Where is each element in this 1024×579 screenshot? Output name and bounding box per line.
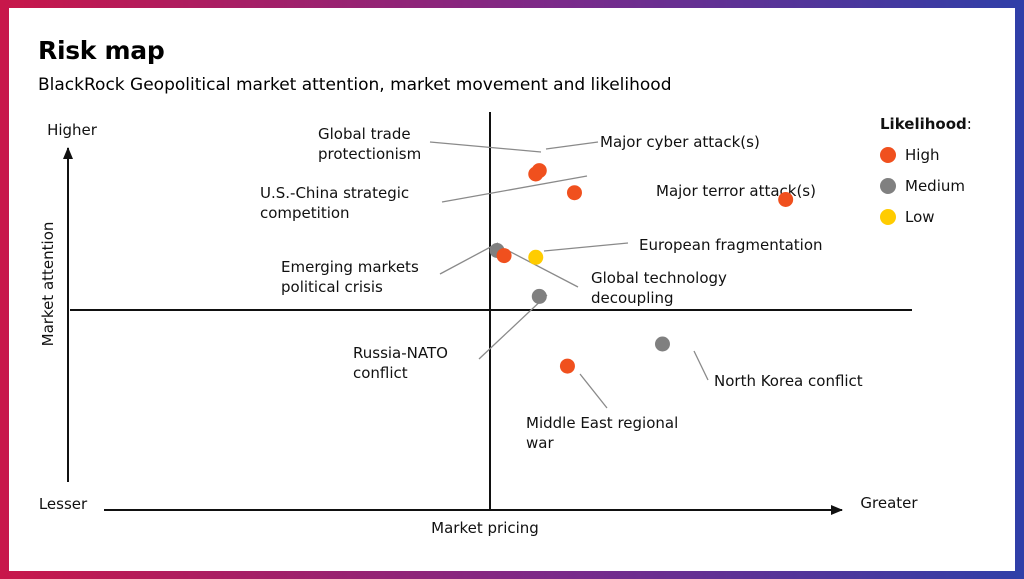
data-point-high xyxy=(531,163,547,179)
point-label: war xyxy=(526,434,554,452)
legend: Likelihood: High Medium Low xyxy=(880,115,972,226)
leader-lines xyxy=(429,141,709,409)
leader-line xyxy=(543,242,629,252)
x-axis-title: Market pricing xyxy=(431,519,539,537)
data-point-medium xyxy=(531,288,547,304)
point-label: European fragmentation xyxy=(639,236,823,254)
y-axis-title: Market attention xyxy=(39,222,57,347)
leader-line xyxy=(579,373,608,409)
chart-card xyxy=(9,8,1015,571)
y-axis-high-label: Higher xyxy=(47,121,98,139)
data-points xyxy=(489,163,794,374)
leader-line xyxy=(429,141,542,153)
legend-entry-label: Low xyxy=(905,208,935,226)
point-label: Global technology xyxy=(591,269,727,287)
chart-title: Risk map xyxy=(38,36,165,65)
point-label: U.S.-China strategic xyxy=(260,184,409,202)
point-label: Major terror attack(s) xyxy=(656,182,816,200)
leader-line xyxy=(441,175,588,203)
point-label: competition xyxy=(260,204,350,222)
point-label: decoupling xyxy=(591,289,674,307)
leader-line xyxy=(545,141,599,150)
axes: Higher Lesser Greater Market pricing Market … xyxy=(39,112,918,537)
leader-line xyxy=(693,350,709,381)
point-label: Major cyber attack(s) xyxy=(600,133,760,151)
data-point-low xyxy=(528,249,544,265)
data-point-high xyxy=(566,185,582,201)
x-axis-low-label: Lesser xyxy=(39,495,88,513)
legend-title: Likelihood: xyxy=(880,115,972,133)
point-label: Global trade xyxy=(318,125,411,143)
point-label: conflict xyxy=(353,364,408,382)
point-label: Russia-NATO xyxy=(353,344,448,362)
point-labels: Global trade protectionism Major cyber att… xyxy=(260,125,863,452)
data-point-high xyxy=(559,358,575,374)
leader-line xyxy=(504,248,579,288)
legend-entry-label: High xyxy=(905,146,939,164)
point-label: Middle East regional xyxy=(526,414,678,432)
legend-entry-label: Medium xyxy=(905,177,965,195)
legend-swatch-low xyxy=(880,209,896,225)
point-label: political crisis xyxy=(281,278,383,296)
point-label: protectionism xyxy=(318,145,421,163)
x-axis-high-label: Greater xyxy=(860,494,918,512)
leader-line xyxy=(439,242,499,275)
legend-swatch-high xyxy=(880,147,896,163)
data-point-high xyxy=(496,248,512,264)
data-point-high xyxy=(778,192,794,207)
legend-swatch-medium xyxy=(880,178,896,194)
point-label: Emerging markets xyxy=(281,258,419,276)
point-label: North Korea conflict xyxy=(714,372,863,390)
chart-subtitle: BlackRock Geopolitical market attention,… xyxy=(38,75,672,95)
data-point-medium xyxy=(654,336,670,352)
leader-line xyxy=(478,294,548,360)
